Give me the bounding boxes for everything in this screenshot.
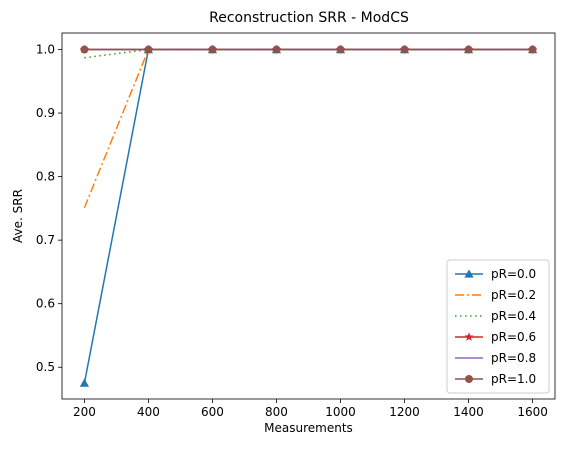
data-point	[272, 45, 281, 54]
legend-marker	[465, 375, 473, 383]
legend-item: pR=0.4	[455, 309, 536, 323]
plot-area	[79, 44, 538, 387]
legend: pR=0.0 pR=0.2 pR=0.4 pR=0.6 pR=0.8 pR=1.0	[446, 259, 550, 394]
legend-item: pR=0.0	[455, 267, 536, 281]
x-tick-label: 1400	[453, 405, 484, 419]
x-tick-label: 1200	[389, 405, 420, 419]
series-pr-1-0	[80, 45, 537, 54]
x-tick-label: 1600	[517, 405, 548, 419]
legend-label: pR=0.6	[491, 330, 536, 344]
y-tick-label: 0.9	[36, 106, 55, 120]
plot-frame	[61, 32, 556, 400]
legend-marker	[464, 269, 474, 278]
y-tick-label: 0.6	[36, 297, 55, 311]
data-point	[528, 45, 537, 54]
x-axis: 200 400 600 800 1000 1200 1400 1600	[73, 399, 548, 419]
data-point	[144, 45, 153, 54]
y-tick-label: 0.7	[36, 233, 55, 247]
legend-label: pR=0.8	[491, 351, 536, 365]
data-point	[80, 45, 89, 54]
y-tick-label: 0.8	[36, 170, 55, 184]
legend-label: pR=0.4	[491, 309, 536, 323]
x-tick-label: 400	[137, 405, 160, 419]
series-pr-0-2	[83, 48, 533, 209]
legend-label: pR=1.0	[491, 372, 536, 386]
chart-title: Reconstruction SRR - ModCS	[209, 10, 409, 26]
x-axis-title: Measurements	[264, 421, 353, 435]
y-axis: 0.5 0.6 0.7 0.8 0.9 1.0	[36, 43, 62, 374]
data-point	[400, 45, 409, 54]
legend-label: pR=0.0	[491, 267, 536, 281]
data-point	[336, 45, 345, 54]
legend-box	[446, 259, 550, 394]
y-tick-label: 0.5	[36, 360, 55, 374]
x-tick-label: 1000	[325, 405, 356, 419]
y-tick-label: 1.0	[36, 43, 55, 57]
data-point	[464, 45, 473, 54]
data-point	[208, 45, 217, 54]
legend-item: pR=0.6	[455, 330, 536, 344]
legend-label: pR=0.2	[491, 288, 536, 302]
legend-item: pR=0.8	[455, 351, 536, 365]
x-tick-label: 800	[265, 405, 288, 419]
x-tick-label: 600	[201, 405, 224, 419]
legend-marker	[464, 332, 474, 341]
legend-item: pR=0.2	[455, 288, 536, 302]
x-tick-label: 200	[73, 405, 96, 419]
y-axis-title: Ave. SRR	[11, 189, 25, 243]
data-point	[79, 378, 90, 387]
legend-item: pR=1.0	[455, 372, 536, 386]
series-line	[83, 48, 533, 209]
